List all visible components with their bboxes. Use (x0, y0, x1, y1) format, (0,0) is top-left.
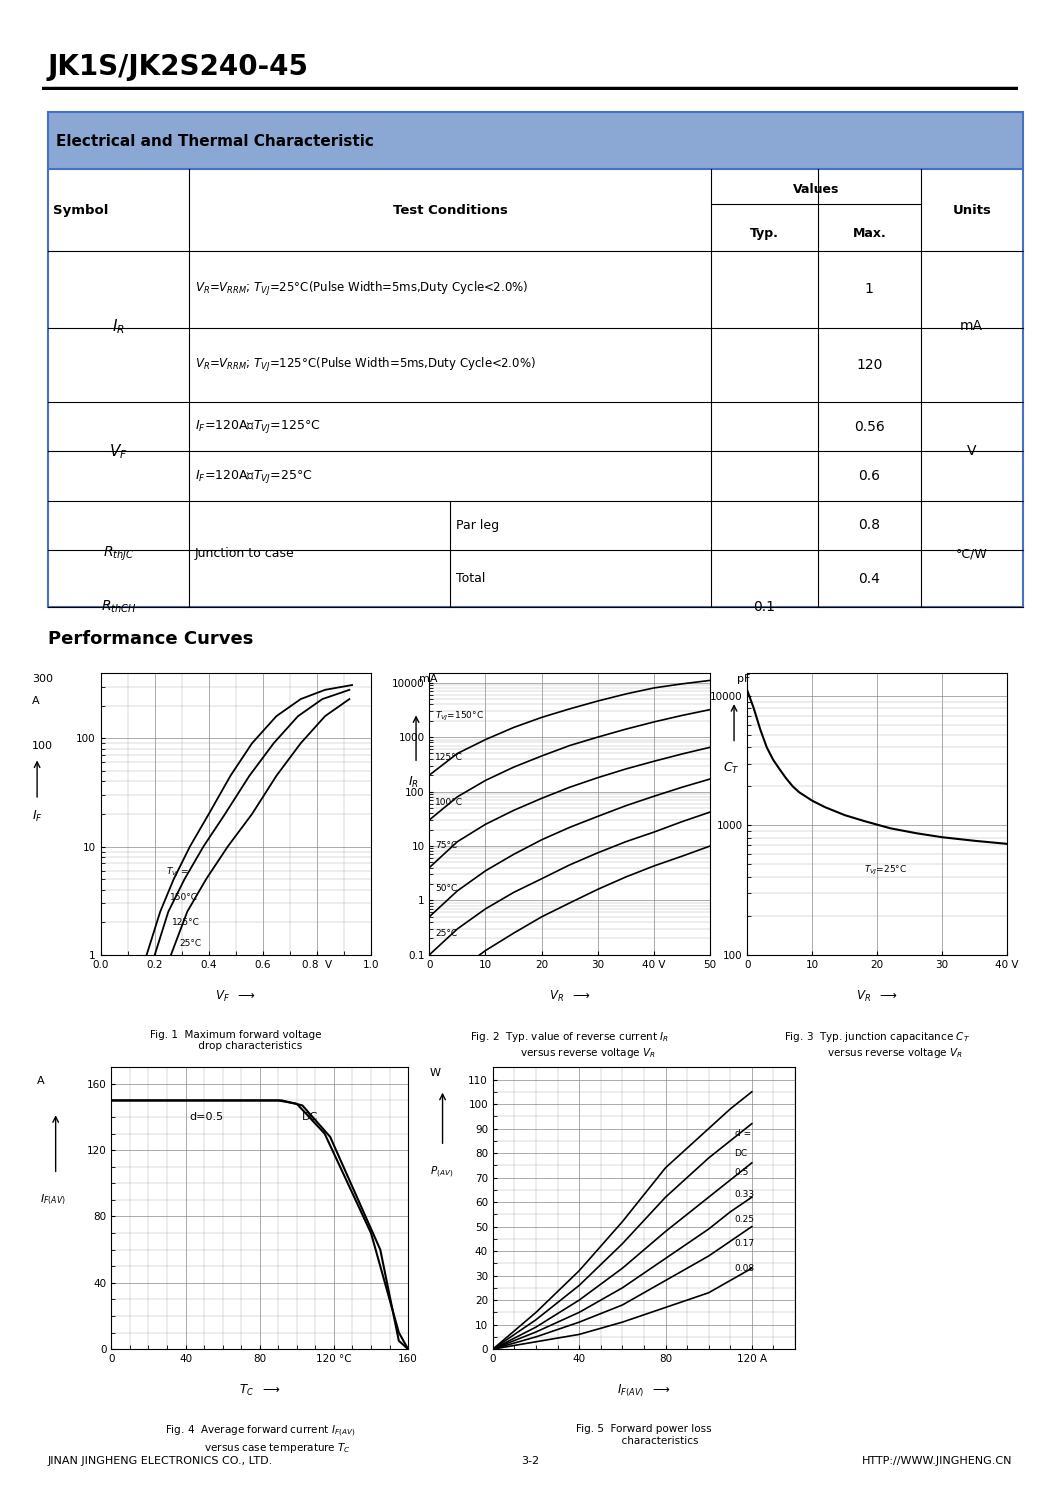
Text: V: V (967, 444, 976, 459)
Text: $V_R$  $\longrightarrow$: $V_R$ $\longrightarrow$ (549, 989, 590, 1004)
Text: Fig. 1  Maximum forward voltage
         drop characteristics: Fig. 1 Maximum forward voltage drop char… (151, 1030, 321, 1051)
Text: Performance Curves: Performance Curves (48, 630, 253, 648)
Text: 0.17: 0.17 (735, 1240, 755, 1249)
Text: Fig. 4  Average forward current $I_{F(AV)}$
           versus case temperature $: Fig. 4 Average forward current $I_{F(AV)… (164, 1424, 355, 1456)
Text: 0.6: 0.6 (859, 469, 880, 483)
Text: $T_{VJ}$ =: $T_{VJ}$ = (165, 866, 189, 880)
Text: 120: 120 (856, 358, 883, 372)
Text: 25°C: 25°C (435, 929, 457, 938)
Text: pF: pF (737, 673, 750, 684)
Text: A: A (37, 1076, 45, 1087)
Text: DC: DC (302, 1112, 319, 1123)
Text: Test Conditions: Test Conditions (392, 204, 508, 217)
Text: $T_C$  $\longrightarrow$: $T_C$ $\longrightarrow$ (240, 1384, 280, 1399)
Text: 125°C: 125°C (173, 917, 200, 926)
Text: 100°C: 100°C (435, 797, 463, 806)
Text: Values: Values (793, 183, 838, 195)
Text: Fig. 5  Forward power loss
          characteristics: Fig. 5 Forward power loss characteristic… (577, 1424, 711, 1445)
Text: A: A (32, 696, 39, 706)
Text: $I_F$=120A；$T_{VJ}$=25°C: $I_F$=120A；$T_{VJ}$=25°C (195, 468, 313, 484)
Text: 0.08: 0.08 (735, 1264, 755, 1273)
Text: $V_R$=$V_{RRM}$; $T_{VJ}$=125°C(Pulse Width=5ms,Duty Cycle<2.0%): $V_R$=$V_{RRM}$; $T_{VJ}$=125°C(Pulse Wi… (195, 355, 536, 373)
Text: $I_F$: $I_F$ (32, 808, 42, 823)
Text: $T_{VJ}$=25°C: $T_{VJ}$=25°C (864, 865, 907, 877)
Text: 0.33: 0.33 (735, 1190, 755, 1199)
Text: JINAN JINGHENG ELECTRONICS CO., LTD.: JINAN JINGHENG ELECTRONICS CO., LTD. (48, 1456, 273, 1466)
Text: Symbol: Symbol (53, 204, 108, 217)
Text: Fig. 3  Typ. junction capacitance $C_T$
           versus reverse voltage $V_R$: Fig. 3 Typ. junction capacitance $C_T$ v… (784, 1030, 970, 1060)
Text: DC: DC (735, 1148, 747, 1157)
Text: $V_F$: $V_F$ (109, 442, 128, 460)
Text: 0.4: 0.4 (859, 571, 880, 586)
Text: $P_{(AV)}$: $P_{(AV)}$ (430, 1165, 454, 1180)
Text: $R_{thJC}$: $R_{thJC}$ (103, 544, 134, 564)
Text: Par leg: Par leg (456, 519, 499, 532)
Text: Electrical and Thermal Characteristic: Electrical and Thermal Characteristic (55, 133, 373, 148)
Text: Fig. 2  Typ. value of reverse current $I_R$
           versus reverse voltage $V: Fig. 2 Typ. value of reverse current $I_… (471, 1030, 669, 1060)
Text: 0.5: 0.5 (735, 1168, 749, 1177)
Text: W: W (429, 1067, 440, 1078)
Text: 0.56: 0.56 (854, 420, 885, 433)
Text: Units: Units (952, 204, 991, 217)
Text: $C_T$: $C_T$ (723, 760, 740, 776)
Text: Max.: Max. (852, 228, 886, 240)
Text: $R_{thCH}$: $R_{thCH}$ (101, 600, 136, 615)
Text: °C/W: °C/W (956, 547, 988, 561)
Text: d=0.5: d=0.5 (190, 1112, 224, 1123)
Text: mA: mA (419, 673, 437, 684)
Text: 125°C: 125°C (435, 752, 463, 761)
Text: $V_R$=$V_{RRM}$; $T_{VJ}$=25°C(Pulse Width=5ms,Duty Cycle<2.0%): $V_R$=$V_{RRM}$; $T_{VJ}$=25°C(Pulse Wid… (195, 280, 529, 298)
Text: Typ.: Typ. (750, 228, 779, 240)
Text: 1: 1 (865, 282, 873, 297)
Text: $I_R$: $I_R$ (112, 316, 125, 336)
Text: mA: mA (960, 319, 984, 333)
Text: $I_{F(AV)}$: $I_{F(AV)}$ (40, 1193, 66, 1207)
Text: 0.8: 0.8 (859, 519, 880, 532)
Text: $I_R$: $I_R$ (408, 775, 419, 790)
Text: 0.1: 0.1 (754, 600, 776, 615)
Text: Junction to case: Junction to case (195, 547, 295, 561)
Text: 300: 300 (32, 673, 53, 684)
Text: $V_R$  $\longrightarrow$: $V_R$ $\longrightarrow$ (856, 989, 898, 1004)
Text: 0.25: 0.25 (735, 1214, 755, 1223)
Text: HTTP://WWW.JINGHENG.CN: HTTP://WWW.JINGHENG.CN (862, 1456, 1012, 1466)
Text: 75°C: 75°C (435, 841, 457, 850)
Text: 100: 100 (32, 741, 53, 751)
Text: $I_F$=120A；$T_{VJ}$=125°C: $I_F$=120A；$T_{VJ}$=125°C (195, 418, 320, 435)
Text: 150°C: 150°C (170, 893, 197, 902)
Text: d =: d = (735, 1129, 750, 1138)
Text: 25°C: 25°C (179, 940, 201, 949)
Text: 50°C: 50°C (435, 884, 457, 893)
Text: JK1S/JK2S240-45: JK1S/JK2S240-45 (48, 54, 308, 81)
Text: $T_{VJ}$=150°C: $T_{VJ}$=150°C (435, 711, 483, 723)
Text: $V_F$  $\longrightarrow$: $V_F$ $\longrightarrow$ (215, 989, 257, 1004)
Text: 3-2: 3-2 (520, 1456, 540, 1466)
Bar (48, 112, 1023, 169)
Text: $I_{F(AV)}$  $\longrightarrow$: $I_{F(AV)}$ $\longrightarrow$ (617, 1382, 671, 1399)
Text: Total: Total (456, 573, 485, 585)
